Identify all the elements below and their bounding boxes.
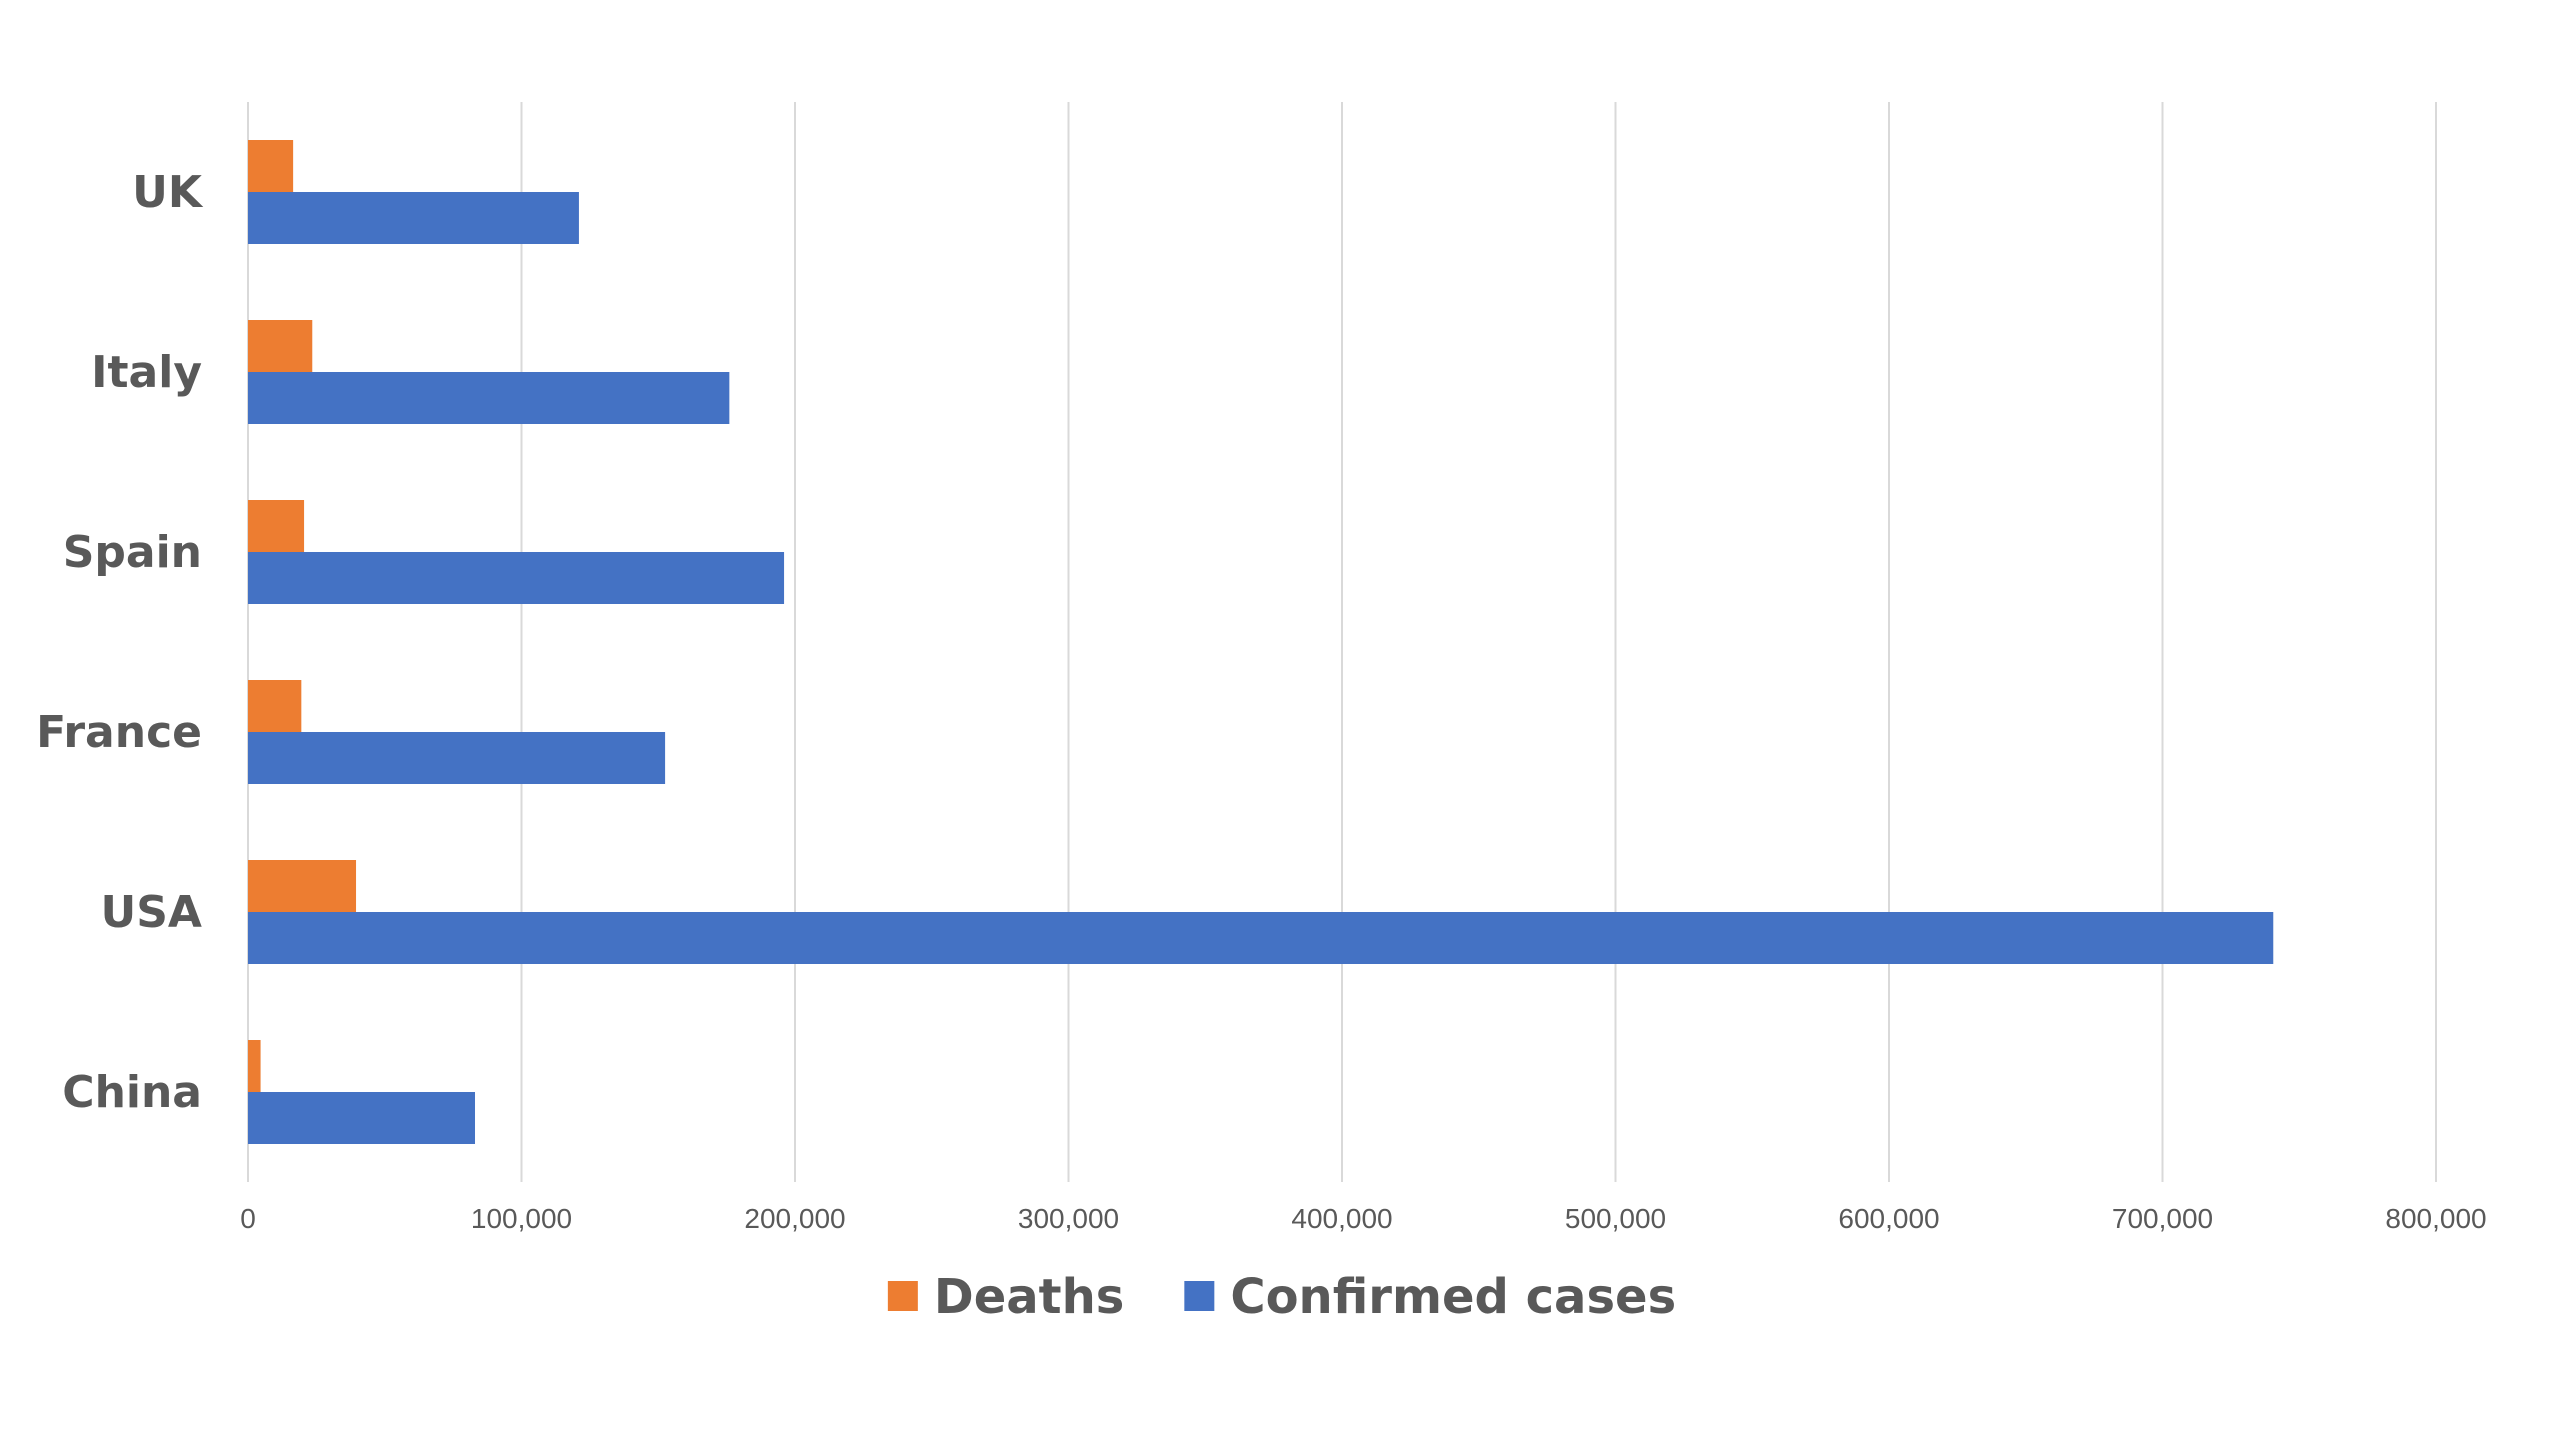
x-tick-label: 200,000 — [744, 1203, 845, 1234]
x-tick-label: 300,000 — [1018, 1203, 1119, 1234]
category-label-uk: UK — [132, 167, 204, 218]
bars — [248, 140, 2274, 1144]
legend: Deaths Confirmed cases — [887, 1269, 1676, 1325]
bar-deaths-uk — [248, 140, 294, 192]
x-tick-label: 700,000 — [2112, 1203, 2213, 1234]
bar-deaths-usa — [248, 860, 357, 912]
legend-item-deaths: Deaths — [887, 1269, 1124, 1325]
bar-deaths-france — [248, 680, 302, 732]
legend-swatch-deaths — [887, 1281, 918, 1311]
bar-deaths-china — [248, 1040, 261, 1092]
x-tick-label: 800,000 — [2385, 1203, 2486, 1234]
x-tick-label: 0 — [240, 1203, 256, 1234]
category-label-italy: Italy — [91, 347, 202, 398]
bar-confirmed-cases-usa — [248, 912, 2274, 964]
bar-confirmed-cases-italy — [248, 372, 730, 424]
bar-confirmed-cases-china — [248, 1092, 476, 1144]
bar-deaths-italy — [248, 320, 313, 372]
bar-deaths-spain — [248, 500, 305, 552]
legend-swatch-confirmed-cases — [1184, 1281, 1215, 1311]
category-labels: UK Italy Spain France USA China — [36, 167, 204, 1118]
x-tick-label: 400,000 — [1291, 1203, 1392, 1234]
category-label-usa: USA — [101, 887, 202, 938]
category-label-spain: Spain — [63, 527, 202, 578]
bar-confirmed-cases-spain — [248, 552, 785, 604]
x-tick-labels: 0 100,000 200,000 300,000 400,000 500,000 600,… — [240, 1203, 2486, 1234]
category-label-china: China — [62, 1067, 202, 1118]
gridlines — [247, 102, 2437, 1182]
x-tick-label: 600,000 — [1838, 1203, 1939, 1234]
x-tick-label: 500,000 — [1565, 1203, 1666, 1234]
legend-item-confirmed-cases: Confirmed cases — [1184, 1269, 1676, 1325]
bar-confirmed-cases-uk — [248, 192, 579, 244]
legend-label-confirmed-cases: Confirmed cases — [1230, 1269, 1676, 1325]
bar-confirmed-cases-france — [248, 732, 666, 784]
legend-label-deaths: Deaths — [934, 1269, 1124, 1325]
x-tick-label: 100,000 — [471, 1203, 572, 1234]
category-label-france: France — [36, 707, 202, 758]
